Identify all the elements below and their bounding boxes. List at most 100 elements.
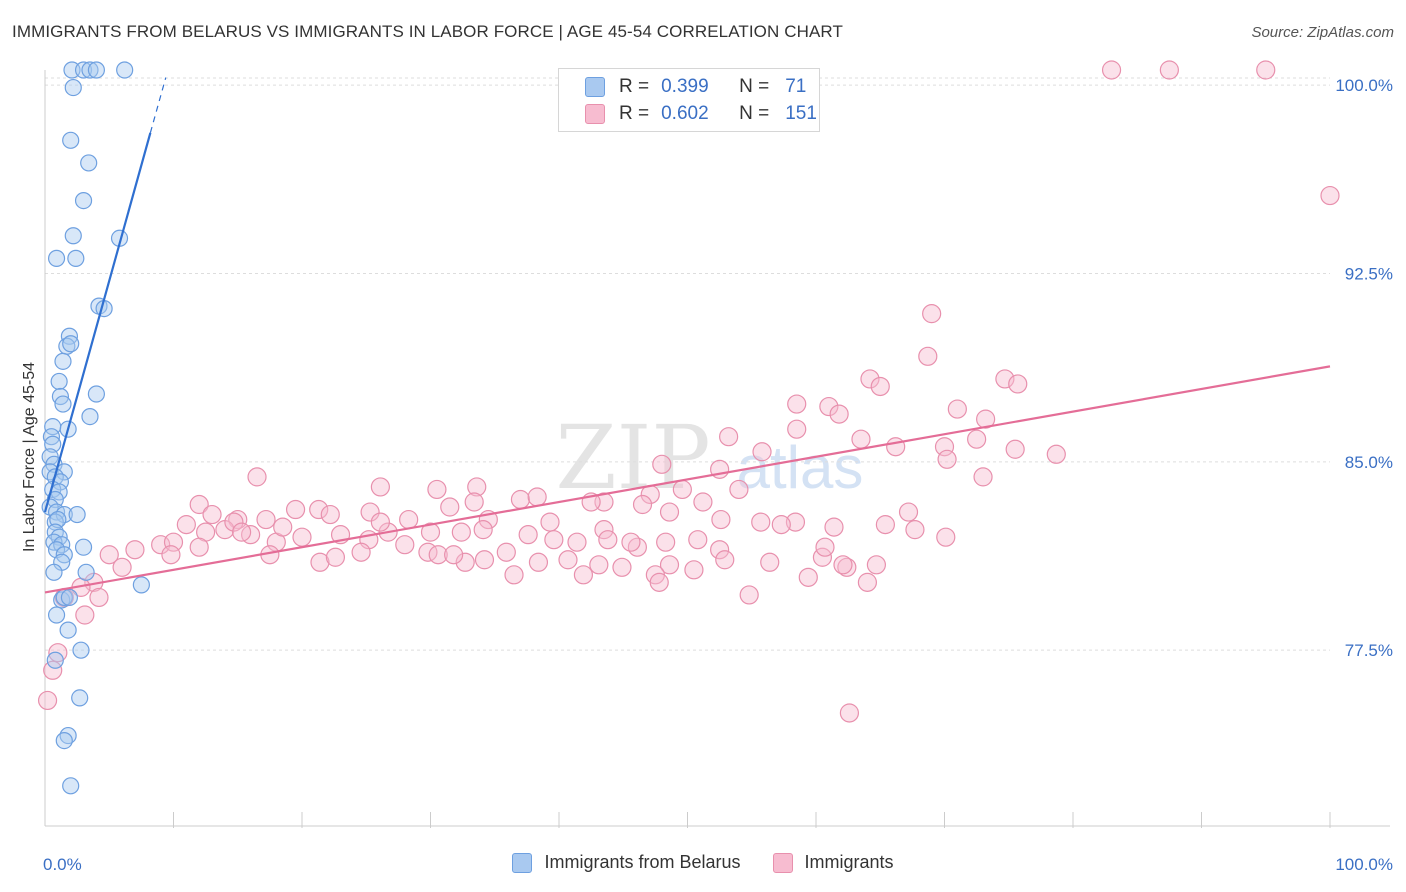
y-tick-label: 77.5% <box>1345 641 1393 660</box>
immigrants-point <box>399 509 419 530</box>
legend-row-immigrants: R = 0.602 N = 151 <box>559 101 817 127</box>
immigrants-point <box>710 540 730 560</box>
series-legend-item-immigrants[interactable]: Immigrants <box>772 852 894 873</box>
immigrants-point <box>309 499 329 520</box>
immigrants-point <box>125 540 145 560</box>
belarus-point <box>87 385 106 403</box>
immigrants-point <box>976 409 996 429</box>
x-tick-label: 0.0% <box>43 855 82 874</box>
immigrants-point <box>866 555 886 575</box>
immigrants-point <box>573 565 594 585</box>
x-tick-label: 100.0% <box>1335 855 1393 874</box>
immigrants-point <box>1256 60 1276 80</box>
immigrants-point <box>851 429 871 449</box>
immigrants-point <box>760 552 780 572</box>
immigrants-point <box>518 525 538 545</box>
immigrants-point <box>967 429 987 449</box>
immigrants-point <box>467 477 487 497</box>
legend-n-value: 151 <box>785 103 817 124</box>
immigrants-point <box>464 492 484 512</box>
immigrants-point <box>898 502 919 522</box>
immigrants-point <box>527 487 547 507</box>
y-axis-label: In Labor Force | Age 45-54 <box>21 362 38 552</box>
immigrants-point <box>739 585 759 605</box>
legend-n-value: 71 <box>785 76 807 97</box>
immigrants-point <box>496 542 516 562</box>
series-legend-item-belarus[interactable]: Immigrants from Belarus <box>512 852 741 873</box>
immigrants-trend-line <box>44 365 1331 594</box>
immigrants-point <box>995 369 1015 389</box>
immigrants-point <box>719 427 739 447</box>
immigrants-point <box>875 515 895 535</box>
legend-r-label: R = <box>619 76 650 97</box>
immigrants-point <box>161 545 181 565</box>
immigrants-point <box>112 557 132 577</box>
immigrants-point <box>540 512 560 532</box>
immigrants-point <box>510 489 531 510</box>
belarus-point <box>132 576 150 594</box>
immigrants-point <box>428 545 448 565</box>
belarus-point <box>46 651 64 669</box>
belarus-point <box>116 61 134 79</box>
immigrants-point <box>224 512 244 532</box>
y-tick-label: 92.5% <box>1345 264 1393 283</box>
immigrants-point <box>292 527 312 547</box>
immigrants-point <box>189 494 209 515</box>
belarus-point <box>87 61 106 79</box>
belarus-point <box>68 505 86 524</box>
immigrants-point <box>829 404 849 424</box>
immigrants-point <box>1046 444 1066 464</box>
belarus-point <box>81 61 99 79</box>
belarus-point <box>80 154 98 172</box>
belarus-point <box>62 335 80 353</box>
immigrants-point <box>202 504 222 525</box>
belarus-point <box>53 536 71 554</box>
immigrants-point <box>833 555 853 575</box>
belarus-point <box>64 227 82 245</box>
belarus-point <box>77 563 95 581</box>
immigrants-point <box>558 550 578 570</box>
belarus-point <box>72 641 90 659</box>
immigrants-point <box>819 396 839 417</box>
immigrants-point <box>474 550 495 570</box>
legend-swatch-immigrants <box>585 104 605 124</box>
belarus-point <box>54 395 72 413</box>
immigrants-point <box>860 369 880 389</box>
belarus-point <box>45 563 63 581</box>
watermark-zip: ZIP <box>555 406 710 509</box>
immigrants-point <box>1008 374 1028 394</box>
immigrants-point <box>89 587 109 608</box>
immigrants-point <box>688 530 708 550</box>
immigrants-point <box>75 605 95 625</box>
immigrants-point <box>189 537 209 557</box>
y-tick-label: 100.0% <box>1335 76 1393 95</box>
immigrants-point <box>659 555 680 575</box>
belarus-point <box>54 352 72 370</box>
immigrants-point <box>947 399 967 419</box>
immigrants-point <box>886 437 906 457</box>
immigrants-point <box>922 304 942 324</box>
trend-lines <box>43 77 1331 594</box>
belarus-point <box>74 192 93 210</box>
series-swatch-immigrants <box>772 852 793 873</box>
immigrants-point <box>256 509 276 530</box>
chart-title: IMMIGRANTS FROM BELARUS VS IMMIGRANTS IN… <box>12 22 843 41</box>
belarus-point <box>55 732 73 750</box>
belarus-point <box>49 510 67 529</box>
belarus-point <box>47 249 66 267</box>
belarus-point <box>67 249 85 267</box>
immigrants-point <box>325 547 346 567</box>
immigrants-point <box>839 703 860 723</box>
immigrants-point <box>632 494 653 515</box>
immigrants-point <box>751 512 771 532</box>
legend-r-value: 0.602 <box>661 103 709 124</box>
data-points <box>37 60 1340 795</box>
immigrants-point <box>320 504 340 525</box>
legend-swatch-belarus <box>585 77 605 97</box>
immigrants-point <box>612 557 632 577</box>
immigrants-point <box>729 479 749 500</box>
immigrants-point <box>528 552 549 572</box>
belarus-point <box>74 61 93 79</box>
series-legend: Immigrants from Belarus Immigrants <box>0 852 1406 873</box>
immigrants-point <box>43 660 63 680</box>
